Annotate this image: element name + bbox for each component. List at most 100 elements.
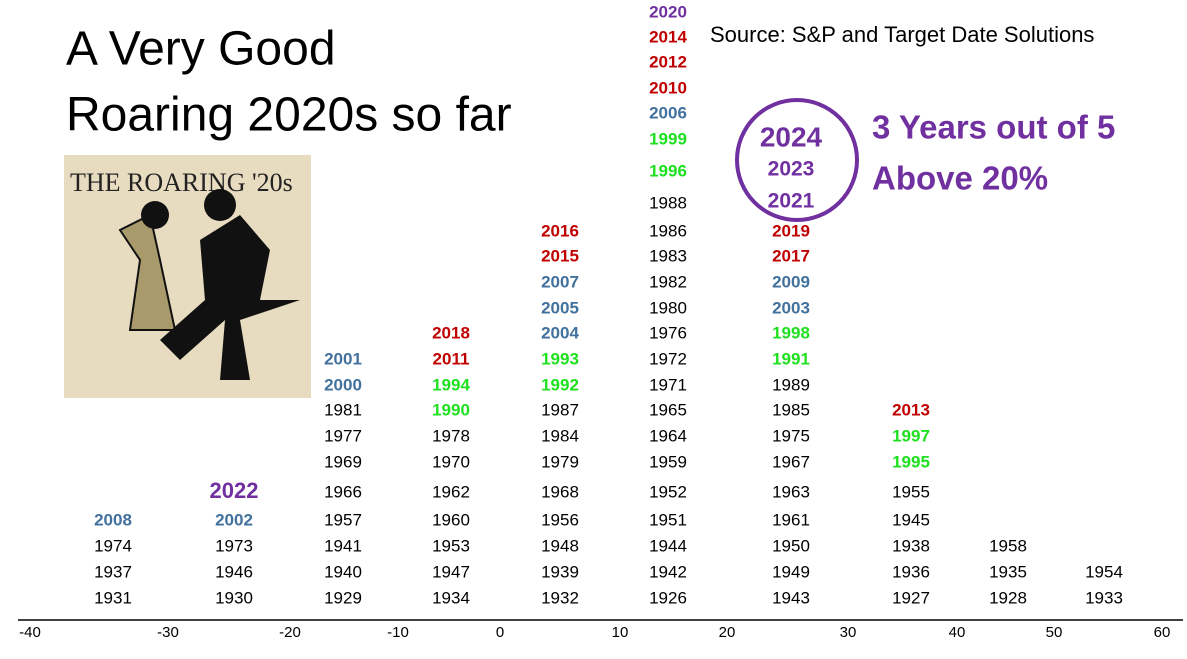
year-label: 2006 [649, 103, 687, 122]
title-line: A Very Good [66, 23, 336, 76]
axis-tick-label: 40 [949, 624, 966, 641]
year-label: 1962 [432, 482, 470, 501]
callout: 3 Years out of 5 [872, 109, 1115, 146]
year-label: 1985 [772, 400, 810, 419]
axis-tick-label: 0 [496, 624, 504, 641]
year-label: 1971 [649, 375, 687, 394]
year-label: 1970 [432, 452, 470, 471]
axis-tick-label: 20 [719, 624, 736, 641]
callout: Above 20% [872, 160, 1048, 197]
year-label: 1972 [649, 349, 687, 368]
year-label: 1981 [324, 400, 362, 419]
year-label: 1968 [541, 482, 579, 501]
year-label: 1939 [541, 562, 579, 581]
year-label: 1931 [94, 588, 132, 607]
year-label: 1988 [649, 193, 687, 212]
year-label: 1987 [541, 400, 579, 419]
year-label: 2004 [541, 323, 579, 342]
year-label: 1932 [541, 588, 579, 607]
axis-tick-label: 30 [840, 624, 857, 641]
year-label: 1930 [215, 588, 253, 607]
year-label: 1983 [649, 246, 687, 265]
year-label: 1999 [649, 129, 687, 148]
axis-tick-label: 60 [1154, 624, 1171, 641]
year-label: 1998 [772, 323, 810, 342]
year-label: 1959 [649, 452, 687, 471]
year-label: 1957 [324, 510, 362, 529]
year-label: 1986 [649, 221, 687, 240]
year-label: 1938 [892, 536, 930, 555]
year-label: 1991 [772, 349, 810, 368]
year-label: 1994 [432, 375, 470, 394]
axis-tick-label: -40 [19, 624, 41, 641]
highlight-circle [735, 98, 859, 222]
image-bg [64, 155, 311, 398]
year-label: 1952 [649, 482, 687, 501]
year-label: 1980 [649, 298, 687, 317]
year-label: 1947 [432, 562, 470, 581]
year-label: 1926 [649, 588, 687, 607]
year-label: 2003 [772, 298, 810, 317]
year-label: 1944 [649, 536, 687, 555]
year-label: 1928 [989, 588, 1027, 607]
dancer-head [141, 201, 169, 229]
year-label: 2001 [324, 349, 362, 368]
year-label: 2021 [768, 190, 815, 213]
year-label: 1965 [649, 400, 687, 419]
year-label: 1964 [649, 426, 687, 445]
year-label: 1942 [649, 562, 687, 581]
year-label: 2012 [649, 52, 687, 71]
year-label: 1990 [432, 400, 470, 419]
year-label: 1958 [989, 536, 1027, 555]
dancer-head [204, 189, 236, 221]
year-label: 2022 [210, 478, 259, 503]
year-label: 2015 [541, 246, 579, 265]
year-label: 2002 [215, 510, 253, 529]
year-label: 2016 [541, 221, 579, 240]
year-label: 2019 [772, 221, 810, 240]
year-label: 1966 [324, 482, 362, 501]
year-label: 1946 [215, 562, 253, 581]
year-label: 1933 [1085, 588, 1123, 607]
axis-tick-label: -30 [157, 624, 179, 641]
year-label: 1975 [772, 426, 810, 445]
year-label: 1929 [324, 588, 362, 607]
year-label: 1969 [324, 452, 362, 471]
year-label: 2018 [432, 323, 470, 342]
year-label: 1945 [892, 510, 930, 529]
year-label: 2008 [94, 510, 132, 529]
year-label: 2024 [760, 121, 823, 152]
year-label: 1949 [772, 562, 810, 581]
year-label: 1978 [432, 426, 470, 445]
year-label: 2014 [649, 27, 687, 46]
year-label: 2009 [772, 272, 810, 291]
year-label: 1976 [649, 323, 687, 342]
year-label: 1953 [432, 536, 470, 555]
year-label: 1967 [772, 452, 810, 471]
year-label: 1977 [324, 426, 362, 445]
year-label: 1997 [892, 426, 930, 445]
year-label: 1963 [772, 482, 810, 501]
year-label: 2023 [768, 158, 815, 181]
year-label: 1954 [1085, 562, 1123, 581]
year-label: 1934 [432, 588, 470, 607]
year-label: 1951 [649, 510, 687, 529]
year-label: 1974 [94, 536, 132, 555]
axis-tick-label: 50 [1046, 624, 1063, 641]
year-label: 1943 [772, 588, 810, 607]
year-label: 1989 [772, 375, 810, 394]
year-label: 2011 [433, 349, 470, 368]
year-label: 1993 [541, 349, 579, 368]
year-label: 1937 [94, 562, 132, 581]
year-label: 1979 [541, 452, 579, 471]
year-label: 2010 [649, 78, 687, 97]
year-label: 1955 [892, 482, 930, 501]
year-label: 1961 [772, 510, 810, 529]
image-caption: THE ROARING '20s [70, 168, 293, 197]
title-line: Roaring 2020s so far [66, 89, 512, 142]
axis-tick-label: -20 [279, 624, 301, 641]
axis-tick-label: 10 [612, 624, 629, 641]
year-label: 1982 [649, 272, 687, 291]
